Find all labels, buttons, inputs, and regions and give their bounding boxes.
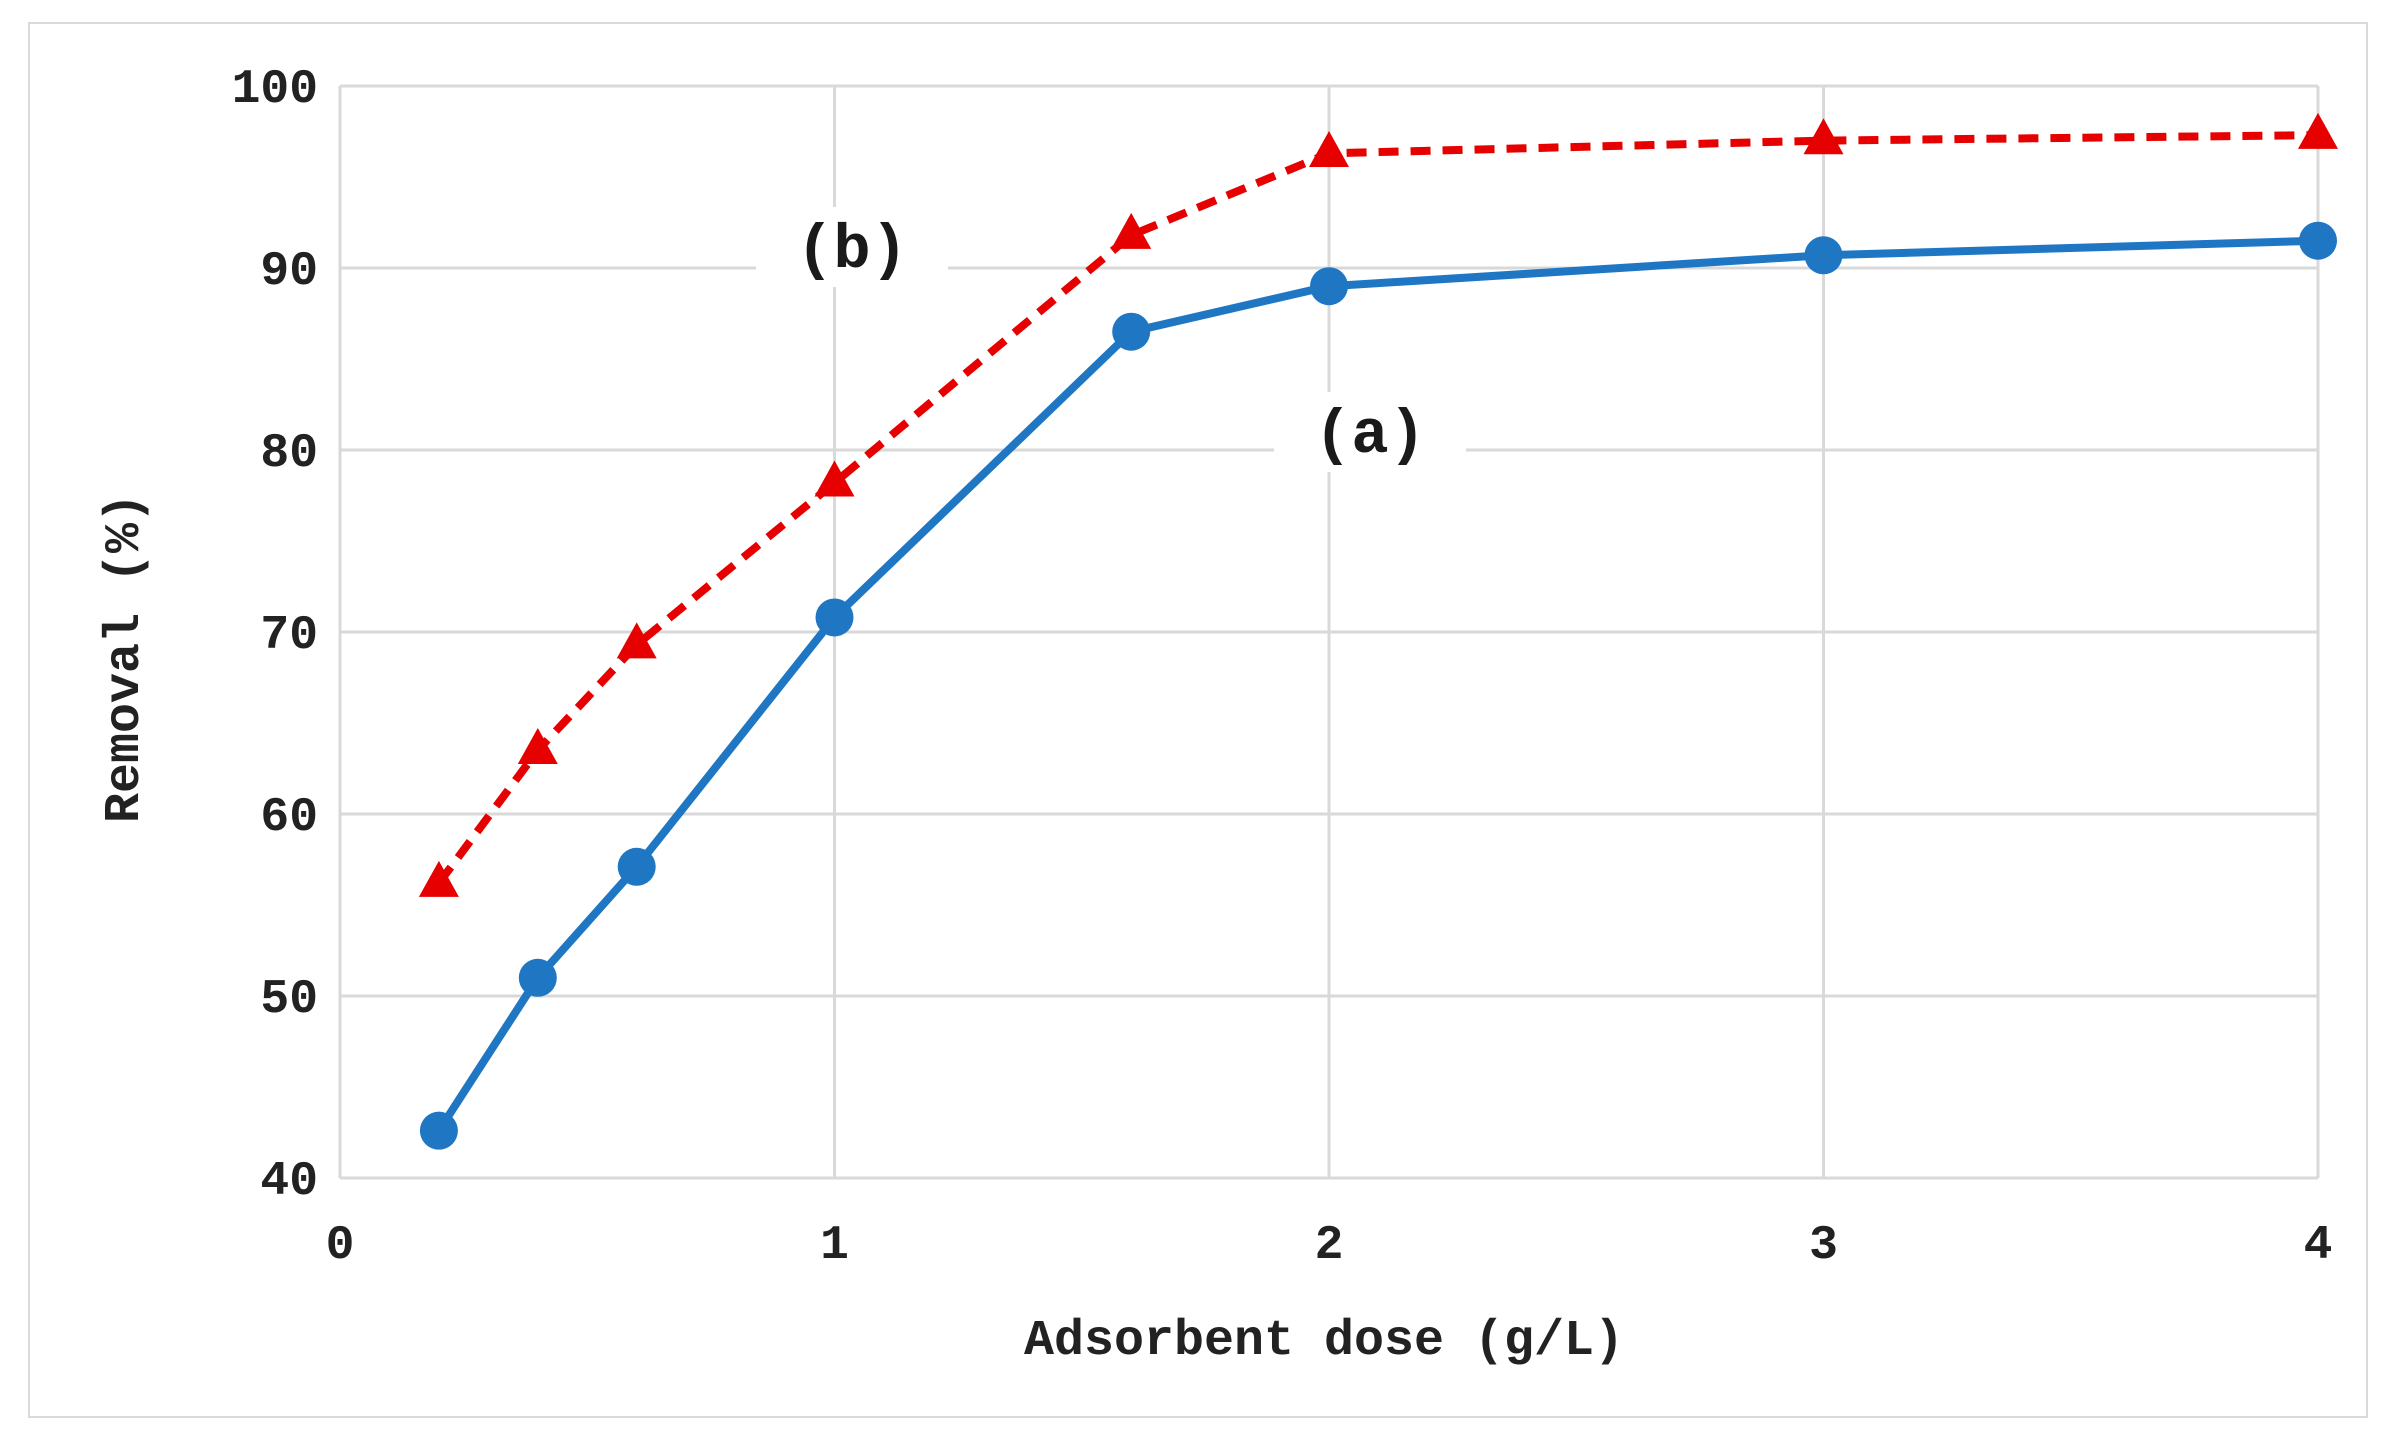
x-axis-title: Adsorbent dose (g/L): [1024, 1313, 1624, 1370]
y-tick-label: 40: [260, 1155, 318, 1209]
x-tick-label: 2: [1315, 1219, 1344, 1273]
data-point: [1803, 118, 1844, 155]
series-label-b: (b): [796, 215, 908, 286]
tick-labels: 40 50 60 70 80 90 100 0 1 2 3 4: [232, 63, 2333, 1273]
series-label-background: [1274, 392, 1466, 472]
x-tick-label: 0: [326, 1219, 355, 1273]
data-point: [418, 860, 459, 897]
x-tick-label: 3: [1809, 1219, 1838, 1273]
data-point: [2299, 221, 2337, 260]
data-point: [517, 727, 558, 764]
data-point: [1112, 312, 1151, 351]
data-point: [1309, 131, 1349, 168]
y-tick-label: 70: [260, 609, 318, 663]
y-tick-label: 100: [232, 63, 318, 117]
y-tick-label: 90: [260, 245, 318, 299]
y-axis-title: Removal (%): [97, 493, 154, 823]
series-line: [435, 236, 2319, 1133]
y-tick-label: 50: [260, 973, 318, 1027]
y-tick-label: 60: [260, 791, 318, 845]
x-tick-label: 4: [2304, 1219, 2333, 1273]
series-label-a: (a): [1314, 400, 1426, 471]
data-point: [419, 1111, 458, 1150]
series-b: [418, 112, 2338, 897]
series-line: [435, 131, 2319, 886]
data-point: [616, 622, 657, 659]
data-point: [2298, 112, 2338, 149]
series-a: [419, 221, 2337, 1150]
data-point: [617, 847, 656, 886]
series-label-background: [756, 207, 948, 287]
grid: [338, 84, 2320, 1180]
x-tick-label: 1: [820, 1219, 849, 1273]
data-point: [1804, 236, 1843, 275]
series-layer: [418, 112, 2338, 1150]
data-point: [1310, 267, 1348, 306]
data-point: [1111, 212, 1152, 249]
chart-frame: [28, 22, 2368, 1418]
y-tick-label: 80: [260, 427, 318, 481]
data-point: [814, 460, 855, 497]
data-point: [815, 598, 854, 637]
annotations: (a) (b): [756, 207, 1466, 472]
data-point: [518, 958, 557, 997]
